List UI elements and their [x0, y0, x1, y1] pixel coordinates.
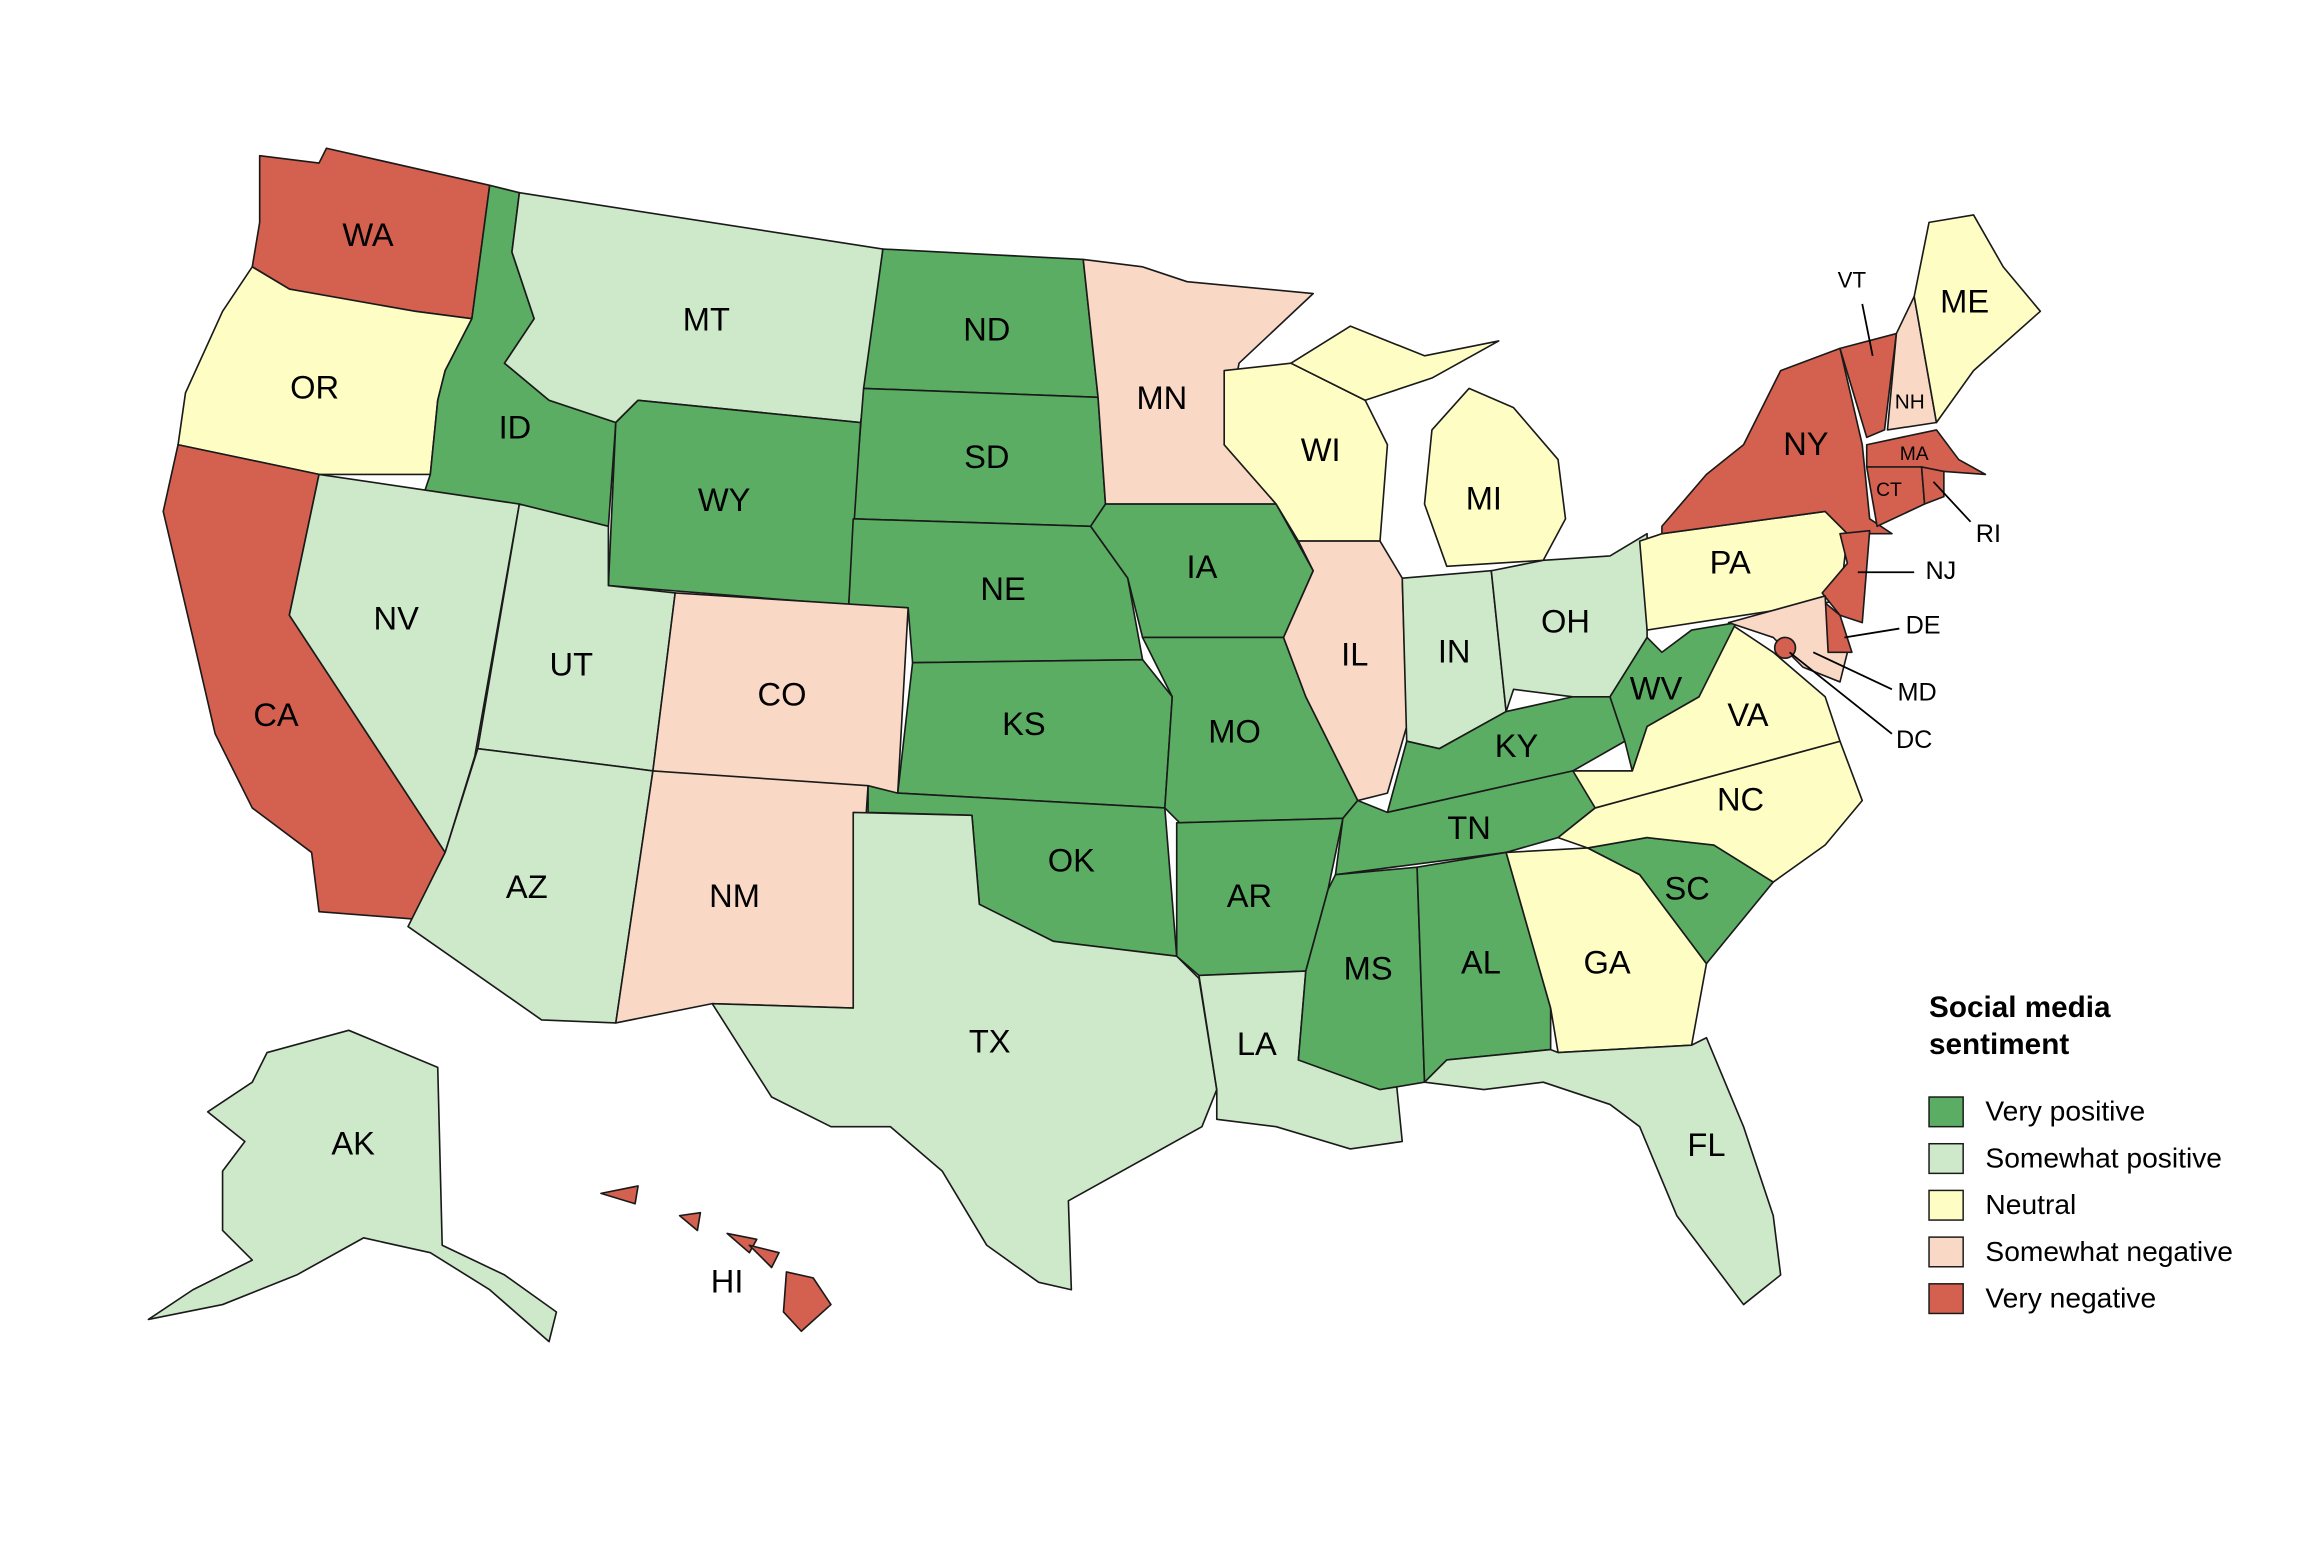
state-shape [678, 1211, 702, 1232]
state-label: ID [499, 409, 532, 446]
leader-line [1844, 627, 1900, 639]
state-label: CT [1876, 480, 1902, 501]
state-label: TN [1447, 809, 1490, 846]
state-label: AZ [506, 868, 548, 905]
legend-swatch [1928, 1142, 1964, 1175]
state-shape [726, 1232, 758, 1254]
state-label: TX [969, 1022, 1011, 1059]
legend-label: Very positive [1985, 1095, 2145, 1127]
state-label: AL [1461, 944, 1501, 981]
state-shape [1423, 1036, 1782, 1306]
state-shape [1839, 332, 1898, 439]
leader-lines [1788, 303, 1972, 735]
state-label: NV [374, 600, 420, 637]
state-label: KS [1002, 705, 1046, 742]
state-label: WI [1301, 431, 1341, 468]
state-label: NH [1895, 391, 1925, 414]
leader-line [1932, 481, 1972, 523]
state-label: NJ [1925, 557, 1956, 585]
state-label: LA [1237, 1025, 1277, 1062]
state-label: DC [1896, 726, 1932, 754]
states [147, 147, 2042, 1343]
state-label: HI [711, 1262, 744, 1299]
state-shape [782, 1271, 832, 1333]
state-label: NM [709, 877, 760, 914]
state-label: MO [1208, 712, 1261, 749]
state-shape [1609, 621, 1737, 772]
state-label: MS [1344, 950, 1393, 987]
state-shape [1290, 325, 1500, 402]
legend-swatch [1928, 1096, 1964, 1128]
state-shape [1282, 540, 1408, 802]
state-label: MT [683, 300, 730, 337]
state-label: ME [1940, 283, 1989, 320]
state-label: GA [1583, 944, 1630, 981]
state-label: MI [1466, 480, 1502, 517]
state-shape [1661, 347, 1893, 535]
state-label: PA [1710, 543, 1751, 580]
legend-label: Somewhat positive [1985, 1141, 2222, 1173]
state-label: MN [1136, 379, 1187, 416]
state-label: IN [1438, 632, 1471, 669]
legend-label: Very negative [1985, 1282, 2156, 1314]
state-shape [147, 1029, 558, 1343]
state-shape [1423, 387, 1567, 568]
state-shape [1913, 214, 2042, 424]
state-label: OR [290, 369, 339, 406]
legend-swatch [1928, 1283, 1964, 1315]
state-label: AK [331, 1125, 375, 1162]
state-label: IL [1341, 635, 1368, 672]
state-label: CO [758, 675, 807, 712]
legend-swatch [1928, 1189, 1964, 1221]
state-label: NC [1717, 781, 1764, 818]
state-label: DE [1906, 612, 1941, 640]
state-label: WV [1630, 669, 1683, 706]
state-shape [600, 1185, 639, 1205]
state-label: CA [253, 696, 299, 733]
state-shape [1920, 466, 1945, 505]
state-label: SD [964, 438, 1009, 475]
state-label: IA [1187, 548, 1218, 585]
state-label: ND [963, 311, 1010, 348]
state-label: WY [698, 481, 751, 518]
legend-label: Neutral [1985, 1188, 2076, 1220]
leader-line [1788, 651, 1893, 735]
state-label: UT [550, 646, 594, 683]
leader-line [1812, 651, 1893, 691]
state-shape [748, 1244, 780, 1269]
state-label: SC [1664, 870, 1709, 907]
state-labels: WA OR CA ID MT ND SD WY NE NV UT CO AZ NM KS OK TX MN IA MO… [253, 216, 2001, 1300]
state-shape [711, 811, 1218, 1291]
legend-swatch [1928, 1236, 1964, 1268]
state-label: OK [1048, 841, 1095, 878]
state-label: KY [1495, 727, 1539, 764]
legend-title: Social media sentiment [1929, 991, 2111, 1062]
state-label: NE [980, 570, 1025, 607]
state-shape [607, 399, 862, 606]
state-label: NY [1783, 425, 1829, 462]
state-label: VT [1838, 268, 1867, 293]
leader-line [1861, 303, 1874, 356]
state-label: MD [1898, 678, 1937, 706]
state-label: AR [1227, 877, 1272, 914]
state-label: RI [1976, 520, 2001, 548]
state-label: MA [1900, 444, 1929, 465]
state-label: VA [1727, 696, 1768, 733]
state-label: WA [342, 216, 394, 253]
state-label: OH [1541, 603, 1590, 640]
legend-label: Somewhat negative [1985, 1235, 2233, 1267]
legend-title-box: Social media sentiment [1929, 991, 2111, 1062]
state-label: FL [1687, 1126, 1725, 1163]
legend: Very positive Somewhat positive Neutral Som… [1928, 1095, 2233, 1315]
